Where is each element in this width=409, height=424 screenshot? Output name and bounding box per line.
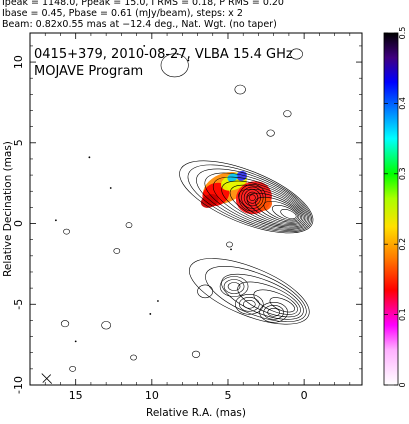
stokes-p-contour-2 xyxy=(221,273,304,320)
header-line-3: Beam: 0.82x0.55 mas at −12.4 deg., Nat. … xyxy=(2,19,277,30)
noise-contour-9 xyxy=(101,321,112,330)
plot-frame xyxy=(29,32,363,386)
noise-contour-5 xyxy=(63,228,70,235)
stokes-i-contour-0 xyxy=(179,160,314,234)
pol-knot-0-0 xyxy=(227,282,241,291)
stokes-i-contour-5 xyxy=(221,180,307,228)
axis-ticks: 15 10 5 0 10 5 0 -5 -10 xyxy=(12,33,362,402)
noise-dot-6 xyxy=(54,219,57,222)
cb-tick-label-5: 0.5 xyxy=(398,27,407,40)
noise-contour-0 xyxy=(160,53,189,78)
noise-contour-10 xyxy=(69,365,76,372)
cb-tick-label-1: 0.1 xyxy=(398,308,407,321)
stokes-i-contour-11 xyxy=(271,204,298,221)
polarization-patch-7 xyxy=(200,194,219,208)
header-line-1: Ipeak = 1148.0, Ppeak = 15.0, I RMS = 0.… xyxy=(2,0,284,8)
stokes-i-contour-3 xyxy=(204,172,310,230)
knot-contour-3 xyxy=(241,186,264,209)
pol-knot-1-0 xyxy=(243,299,256,309)
cb-tick-label-3: 0.3 xyxy=(398,167,407,180)
x-tick-label-0: 15 xyxy=(69,389,83,402)
knot-contour-0 xyxy=(249,194,256,201)
beam-mark-b xyxy=(42,374,52,383)
noise-dot-7 xyxy=(149,313,152,315)
polarization-patch-6 xyxy=(257,197,272,211)
noise-contour-7 xyxy=(113,248,121,254)
plot-content xyxy=(41,45,314,384)
noise-contour-8 xyxy=(60,320,70,328)
colorbar xyxy=(383,32,399,386)
noise-contour-2 xyxy=(290,48,303,60)
stokes-i-contour-9 xyxy=(255,196,301,223)
cb-tick-label-4: 0.4 xyxy=(398,97,407,110)
y-tick-label-4: -10 xyxy=(12,376,25,394)
stokes-i-contour-1 xyxy=(187,164,312,233)
y-tick-label-3: -5 xyxy=(12,299,25,310)
noise-contour-13 xyxy=(226,241,233,248)
stokes-p-contour-3 xyxy=(237,281,301,318)
noise-contour-12 xyxy=(197,284,214,299)
y-tick-label-2: 0 xyxy=(12,220,25,227)
pol-knot-0-2 xyxy=(219,276,249,297)
stokes-i-contour-8 xyxy=(246,192,303,224)
stokes-i-contour-2 xyxy=(196,168,311,231)
colorbar-ticks: 0 0.1 0.2 0.3 0.4 0.5 xyxy=(384,27,407,388)
stokes-i-contour-6 xyxy=(229,184,305,227)
noise-dot-0 xyxy=(143,45,146,47)
knot-contour-4 xyxy=(238,183,267,212)
noise-contour-4 xyxy=(283,110,292,118)
stokes-p-contour-5 xyxy=(269,297,295,313)
stokes-p-contour-1 xyxy=(205,266,307,323)
header-line-2: Ibase = 0.45, Pbase = 0.61 (mJy/beam), s… xyxy=(2,8,243,19)
noise-contour-6 xyxy=(125,222,133,229)
stokes-i-contour-4 xyxy=(212,176,308,229)
cb-tick-label-0: 0 xyxy=(398,382,407,387)
noise-dot-3 xyxy=(187,59,190,62)
stokes-p-contour-0 xyxy=(189,258,310,325)
noise-dot-8 xyxy=(157,300,159,302)
y-axis-label: Relative Decination (mas) xyxy=(2,141,14,277)
noise-contour-11 xyxy=(191,350,201,358)
x-tick-label-1: 10 xyxy=(145,389,159,402)
noise-contour-1 xyxy=(234,84,246,95)
pol-knot-1-2 xyxy=(235,293,264,315)
noise-contour-3 xyxy=(266,129,275,137)
pol-knot-2-0 xyxy=(267,308,280,317)
y-tick-label-0: 10 xyxy=(12,55,25,69)
noise-dot-9 xyxy=(230,248,232,251)
y-tick-label-1: 5 xyxy=(12,139,25,146)
x-tick-label-2: 5 xyxy=(224,389,231,402)
knot-contour-2 xyxy=(243,189,261,207)
pol-knot-1-1 xyxy=(239,296,260,312)
noise-dot-5 xyxy=(109,187,112,189)
stokes-p-contour-4 xyxy=(253,289,298,315)
cb-tick-label-2: 0.2 xyxy=(398,238,407,251)
panel-title-line-2: MOJAVE Program xyxy=(34,64,143,79)
polarization-patch-4 xyxy=(227,173,238,182)
pol-knot-2-2 xyxy=(259,302,288,323)
pol-knot-0-1 xyxy=(223,279,245,294)
noise-contour-14 xyxy=(130,354,137,361)
noise-dot-2 xyxy=(176,53,179,55)
pol-knot-2-1 xyxy=(263,305,284,320)
noise-dot-1 xyxy=(160,48,162,51)
noise-dot-10 xyxy=(74,340,77,343)
stokes-i-contour-12 xyxy=(280,209,297,220)
knot-contour-1 xyxy=(246,191,259,204)
noise-dot-4 xyxy=(88,156,91,159)
x-tick-label-3: 0 xyxy=(301,389,308,402)
x-axis-label: Relative R.A. (mas) xyxy=(146,407,246,419)
stokes-i-contour-7 xyxy=(238,188,304,225)
panel-title-line-1: 0415+379, 2010-08-27, VLBA 15.4 GHz xyxy=(34,47,293,62)
